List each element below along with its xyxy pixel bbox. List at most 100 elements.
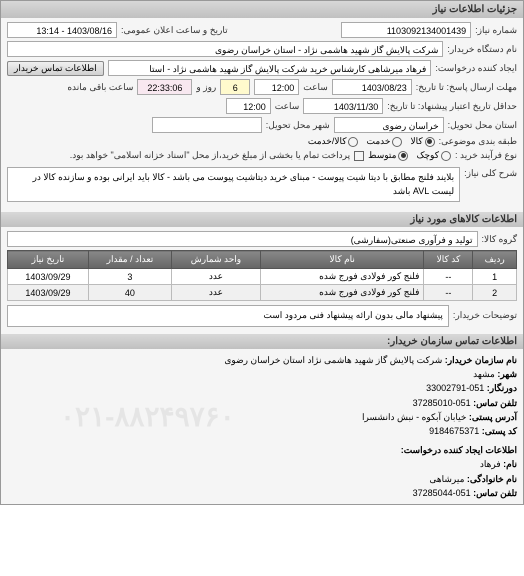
radio-medium[interactable]: متوسط [368,150,408,161]
description-box: بلایند فلنج مطابق با دیتا شیت پیوست - مب… [7,167,460,202]
creator-field: فرهاد میرشاهی کارشناس خرید شرکت پالایش گ… [108,60,432,76]
contact-row: نام: فرهاد [7,457,517,471]
row-buyer-org: نام دستگاه خریدار: شرکت پالایش گاز شهید … [7,41,517,57]
deadline-label: مهلت ارسال پاسخ: تا تاریخ: [416,82,517,93]
contact-row: تلفن تماس: 051-37285010 [7,396,517,410]
contact-row: دورنگار: 051-33002791 [7,381,517,395]
contact-city-value: مشهد [473,369,495,379]
buyer-note-label: توضیحات خریدار: [453,310,517,321]
request-no-field: 1103092134001439 [341,22,471,38]
radio-small-label: کوچک [416,150,439,161]
row-purchase-type: نوع فرآیند خرید : کوچک متوسط پرداخت تمام… [7,150,517,161]
radio-goods-label: کالا [410,136,422,147]
cell-qty: 3 [88,269,171,285]
surname-label: نام خانوادگی: [467,474,517,484]
buyer-org-field: شرکت پالایش گاز شهید هاشمی نژاد - استان … [7,41,443,57]
org-value: شرکت پالایش گاز شهید هاشمی نژاد استان خر… [224,355,442,365]
cell-idx: 2 [473,285,517,301]
buyer-org-label: نام دستگاه خریدار: [447,44,517,55]
creator-section-label: اطلاعات ایجاد کننده درخواست: [7,443,517,457]
group-field: تولید و فرآوری صنعتی(سفارشی) [7,231,478,247]
contact-section-header: اطلاعات تماس سازمان خریدار: [1,334,523,349]
announce-label: تاریخ و ساعت اعلان عمومی: [121,25,228,36]
validity-label: حداقل تاریخ اعتبار پیشنهاد: تا تاریخ: [387,101,517,112]
contact-row: نام خانوادگی: میرشاهی [7,472,517,486]
col-idx: ردیف [473,251,517,269]
table-row: 2 -- فلنج کور فولادی فورج شده عدد 40 140… [8,285,517,301]
goods-section-header: اطلاعات کالاهای مورد نیاز [1,212,523,227]
cell-name: فلنج کور فولادی فورج شده [260,285,424,301]
main-panel: جزئیات اطلاعات نیاز شماره نیاز: 11030921… [0,0,524,505]
radio-goods-service-label: کالا/خدمت [308,136,347,147]
table-header-row: ردیف کد کالا نام کالا واحد شمارش تعداد /… [8,251,517,269]
row-request-no: شماره نیاز: 1103092134001439 تاریخ و ساع… [7,22,517,38]
fax-label: دورنگار: [487,383,517,393]
name-label: نام: [503,459,517,469]
org-label: نام سازمان خریدار: [445,355,517,365]
contact-row: شهر: مشهد [7,367,517,381]
creator-phone-label: تلفن تماس: [473,488,517,498]
province-field: خراسان رضوی [334,117,444,133]
radio-dot-icon [392,137,402,147]
postal-label: کد پستی: [482,426,517,436]
cell-date: 1403/09/29 [8,285,89,301]
cell-unit: عدد [171,269,260,285]
address-label: آدرس پستی: [469,412,517,422]
radio-dot-icon [398,151,408,161]
contact-row: آدرس پستی: خیابان آبکوه - نبش دانشسرا [7,410,517,424]
cell-unit: عدد [171,285,260,301]
col-date: تاریخ نیاز [8,251,89,269]
remain-label: ساعت باقی مانده [67,82,133,93]
row-goods-group: گروه کالا: تولید و فرآوری صنعتی(سفارشی) [7,231,517,247]
col-name: نام کالا [260,251,424,269]
col-code: کد کالا [424,251,473,269]
contact-row: تلفن تماس: 051-37285044 [7,486,517,500]
cell-name: فلنج کور فولادی فورج شده [260,269,424,285]
cell-code: -- [424,269,473,285]
radio-goods-service[interactable]: کالا/خدمت [308,136,359,147]
validity-time-label: ساعت [275,101,300,112]
deadline-date-field: 1403/08/23 [332,79,412,95]
surname-value: میرشاهی [429,474,464,484]
row-creator: ایجاد کننده درخواست: فرهاد میرشاهی کارشن… [7,60,517,76]
contact-body: نام سازمان خریدار: شرکت پالایش گاز شهید … [1,349,523,505]
radio-small[interactable]: کوچک [416,150,451,161]
radio-dot-icon [348,137,358,147]
radio-service-label: خدمت [366,136,390,147]
contact-row: نام سازمان خریدار: شرکت پالایش گاز شهید … [7,353,517,367]
row-category: طبقه بندی موضوعی: کالا خدمت کالا/خدمت [7,136,517,147]
radio-dot-icon [441,151,451,161]
buyer-contact-button[interactable]: اطلاعات تماس خریدار [7,61,104,76]
goods-body: گروه کالا: تولید و فرآوری صنعتی(سفارشی) … [1,227,523,334]
row-deadline: مهلت ارسال پاسخ: تا تاریخ: 1403/08/23 سا… [7,79,517,95]
remain-time-field: 22:33:06 [137,79,192,95]
radio-goods[interactable]: کالا [410,136,434,147]
validity-date-field: 1403/11/30 [303,98,383,114]
contact-row: کد پستی: 9184675371 [7,424,517,438]
city-field [152,117,262,133]
row-buyer-note: توضیحات خریدار: پیشنهاد مالی بدون ارائه … [7,305,517,327]
row-validity: حداقل تاریخ اعتبار پیشنهاد: تا تاریخ: 14… [7,98,517,114]
days-count-field: 6 [220,79,250,95]
group-label: گروه کالا: [482,234,517,245]
row-description: شرح کلی نیاز: بلایند فلنج مطابق با دیتا … [7,164,517,205]
radio-service[interactable]: خدمت [366,136,402,147]
deadline-time-label: ساعت [303,82,328,93]
purchase-type-radio-group: کوچک متوسط [368,150,451,161]
prepay-note: پرداخت تمام یا بخشی از مبلغ خرید،از محل … [7,150,350,161]
radio-medium-label: متوسط [368,150,396,161]
prepay-checkbox[interactable] [354,151,364,161]
validity-time-field: 12:00 [226,98,271,114]
days-label: روز و [196,82,216,93]
buyer-note-box: پیشنهاد مالی بدون ارائه پیشنهاد فنی مردو… [7,305,449,327]
category-label: طبقه بندی موضوعی: [439,136,517,147]
phone-value: 051-37285010 [413,398,471,408]
fax-value: 051-33002791 [426,383,484,393]
creator-label: ایجاد کننده درخواست: [435,63,517,74]
table-row: 1 -- فلنج کور فولادی فورج شده عدد 3 1403… [8,269,517,285]
purchase-type-label: نوع فرآیند خرید : [455,150,517,161]
city-label: شهر محل تحویل: [266,120,330,131]
request-no-label: شماره نیاز: [475,25,517,36]
address-value: خیابان آبکوه - نبش دانشسرا [362,412,466,422]
postal-value: 9184675371 [429,426,479,436]
